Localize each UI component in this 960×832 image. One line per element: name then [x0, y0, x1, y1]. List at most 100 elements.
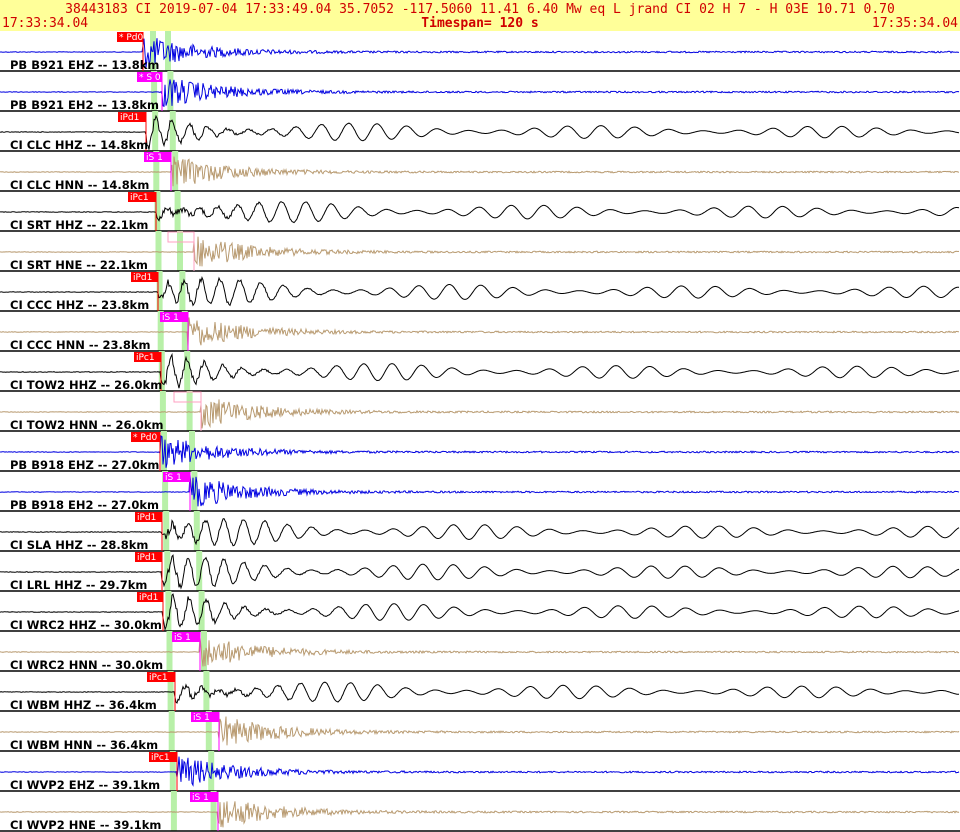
pick-box: [134, 352, 161, 362]
s-band: [184, 351, 191, 391]
waveform: [0, 474, 960, 507]
trace-label: CI WVP2 HNE -- 39.1km: [10, 818, 161, 832]
p-band: [170, 791, 177, 831]
waveform: [0, 79, 960, 108]
waveform: [0, 593, 960, 632]
pick-box: [135, 552, 162, 562]
p-band: [165, 591, 172, 631]
trace-label: PB B918 EH2 -- 27.0km: [10, 498, 159, 512]
pick-box: [147, 672, 175, 682]
pick-box: [137, 72, 162, 82]
pick-box: [191, 712, 219, 722]
waveform: [0, 399, 960, 429]
p-band: [159, 391, 166, 431]
s-band: [165, 31, 171, 71]
pick-label: iS 1: [165, 473, 182, 483]
end-time: 17:35:34.04: [872, 16, 958, 31]
waveform: [0, 352, 960, 389]
trace-label: CI SRT HHZ -- 22.1km: [10, 218, 148, 232]
waveform: [0, 201, 960, 224]
trace-label: CI CCC HHZ -- 23.8km: [10, 298, 149, 312]
trace-label: CI WVP2 EHZ -- 39.1km: [10, 778, 160, 792]
pick-box: [172, 632, 200, 642]
pick-box: [118, 112, 146, 122]
s-band: [167, 71, 174, 111]
trace-label: CI LRL HHZ -- 29.7km: [10, 578, 147, 592]
trace-label: PB B918 EHZ -- 27.0km: [10, 458, 159, 472]
p-band: [162, 471, 169, 511]
pick-label: iPd1: [137, 513, 156, 523]
p-band: [155, 231, 162, 271]
pick-label: iPc1: [151, 753, 170, 763]
pick-box: [131, 272, 158, 282]
s-band: [196, 551, 203, 591]
header-band: [0, 0, 960, 31]
pick-box: [128, 192, 156, 202]
p-band: [166, 631, 173, 671]
trace-label: CI TOW2 HNN -- 26.0km: [10, 418, 163, 432]
trace-label: CI CCC HNN -- 23.8km: [10, 338, 150, 352]
pick-box: [173, 391, 202, 403]
trace-label: CI SRT HNE -- 22.1km: [10, 258, 148, 272]
pick-label: iPd1: [133, 273, 152, 283]
pick-box: [117, 32, 143, 42]
p-band: [158, 351, 165, 391]
waveform: [0, 38, 960, 68]
pick-label: iPc1: [136, 353, 155, 363]
pick-label: iPc1: [130, 193, 149, 203]
s-band: [193, 511, 200, 551]
pick-box: [167, 231, 195, 243]
pick-label: iS 1: [146, 153, 163, 163]
waveform: [0, 637, 960, 667]
trace-label: CI WRC2 HNN -- 30.0km: [10, 658, 163, 672]
waveform: [0, 681, 959, 704]
pick-box: [135, 512, 162, 522]
p-band: [157, 311, 164, 351]
s-band: [191, 471, 198, 511]
trace-label: CI CLC HHZ -- 14.8km: [10, 138, 148, 152]
waveform: [0, 317, 960, 347]
p-band: [169, 751, 176, 791]
s-band: [205, 711, 212, 751]
pick-box: [160, 312, 188, 322]
pick-label: iS 1: [193, 713, 210, 723]
s-band: [177, 231, 183, 271]
trace-label: CI CLC HNN -- 14.8km: [10, 178, 149, 192]
trace-label: CI SLA HHZ -- 28.8km: [10, 538, 148, 552]
pick-box: [149, 752, 177, 762]
pick-label: iPc1: [149, 673, 168, 683]
trace-label: PB B921 EHZ -- 13.8km: [10, 58, 159, 72]
p-band: [152, 111, 159, 151]
pick-box: [137, 592, 163, 602]
s-band: [198, 591, 205, 631]
p-band: [153, 151, 160, 191]
pick-box: [131, 432, 160, 442]
trace-label: CI WBM HNN -- 36.4km: [10, 738, 158, 752]
p-band: [167, 671, 174, 711]
waveform: [0, 236, 960, 267]
pick-label: * Pd0: [119, 33, 144, 43]
start-time: 17:33:34.04: [2, 16, 88, 31]
waveform: [0, 554, 960, 590]
pick-label: iS 1: [192, 793, 209, 803]
s-band: [186, 391, 193, 431]
waveform: [0, 156, 959, 187]
pick-box: [163, 472, 190, 482]
trace-label: CI WRC2 HHZ -- 30.0km: [10, 618, 162, 632]
pick-label: * S 0: [139, 73, 161, 83]
s-band: [181, 311, 188, 351]
pick-label: iPd1: [139, 593, 158, 603]
waveform: [0, 518, 960, 547]
pick-label: iPd1: [137, 553, 156, 563]
pick-label: iPd1: [120, 113, 139, 123]
trace-label: CI TOW2 HHZ -- 26.0km: [10, 378, 162, 392]
trace-label: PB B921 EH2 -- 13.8km: [10, 98, 159, 112]
s-band: [210, 791, 217, 831]
p-band: [163, 511, 170, 551]
pick-box: [190, 792, 218, 802]
p-band: [154, 191, 161, 231]
p-band: [168, 711, 175, 751]
p-band: [156, 271, 163, 311]
waveform: [0, 114, 960, 150]
